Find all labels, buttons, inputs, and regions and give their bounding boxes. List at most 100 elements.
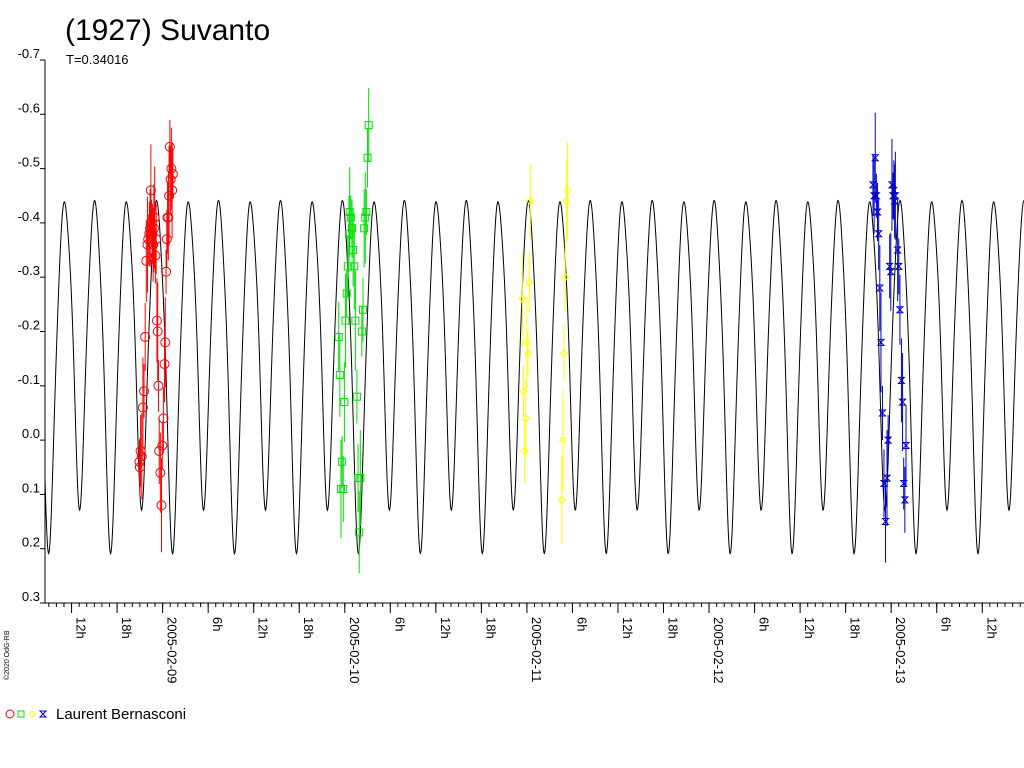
data-point — [141, 255, 152, 266]
data-point — [157, 440, 168, 451]
data-point — [166, 163, 177, 174]
data-point — [343, 262, 352, 271]
legend-marker — [28, 710, 36, 718]
data-point — [518, 294, 527, 304]
data-point — [149, 212, 160, 223]
data-point — [526, 196, 535, 206]
x-tick-label: 2005-02-10 — [347, 617, 362, 684]
data-point — [150, 250, 161, 261]
data-point — [559, 349, 569, 358]
x-tick-label: 18h — [301, 617, 316, 639]
data-point — [557, 495, 567, 505]
y-tick-label: -0.1 — [18, 372, 40, 387]
data-point — [521, 414, 530, 423]
x-tick-label: 2005-02-11 — [529, 617, 544, 683]
data-point — [356, 474, 365, 483]
data-point — [362, 208, 371, 217]
x-tick-label: 2005-02-13 — [893, 617, 908, 684]
data-point — [154, 445, 165, 456]
data-point — [137, 402, 148, 413]
data-point — [135, 445, 146, 456]
x-tick-label: 2005-02-09 — [165, 617, 180, 684]
data-point — [145, 185, 156, 196]
series-0 — [134, 119, 178, 553]
data-point — [139, 386, 150, 397]
legend-marker — [5, 709, 15, 719]
data-point — [891, 192, 900, 200]
data-point — [161, 266, 172, 277]
data-point — [345, 208, 354, 217]
data-point — [360, 224, 369, 233]
data-point — [561, 272, 570, 282]
data-point — [148, 223, 159, 234]
data-point — [871, 154, 880, 162]
data-point — [876, 338, 886, 346]
y-tick-label: -0.5 — [18, 155, 40, 170]
x-tick-label: 18h — [119, 617, 134, 639]
data-point — [364, 121, 373, 130]
data-point — [900, 496, 910, 504]
x-tick-label: 6h — [210, 617, 225, 631]
x-tick-label: 12h — [256, 617, 271, 639]
data-point — [355, 528, 364, 537]
data-point — [558, 435, 568, 445]
data-point — [878, 409, 887, 417]
legend-label: Laurent Bernasconi — [56, 706, 186, 723]
x-tick-label: 18h — [483, 617, 498, 639]
y-tick-label: -0.4 — [18, 209, 40, 224]
data-point — [351, 316, 360, 325]
x-tick-label: 12h — [438, 617, 453, 639]
data-point — [334, 332, 343, 341]
data-point — [523, 349, 533, 358]
x-tick-label: 2005-02-12 — [711, 617, 726, 684]
legend-marker — [38, 710, 48, 718]
data-point — [886, 268, 896, 276]
y-tick-label: 0.0 — [22, 426, 40, 441]
data-point — [164, 141, 175, 152]
data-point — [562, 196, 571, 206]
series-layer — [134, 88, 911, 574]
data-point — [160, 337, 171, 348]
data-point — [140, 331, 151, 342]
y-ticks: -0.7 -0.6 -0.5 -0.4 -0.3 -0.2 -0.1 0.0 0.1 0.2 0.3 — [18, 46, 45, 604]
y-tick-label: -0.2 — [18, 318, 40, 333]
y-tick-label: 0.3 — [22, 589, 40, 604]
data-point — [335, 370, 344, 379]
x-tick-label: 12h — [802, 617, 817, 639]
data-point — [522, 338, 532, 347]
data-point — [342, 289, 351, 298]
data-point — [167, 185, 178, 196]
data-point — [340, 398, 349, 407]
data-point — [874, 230, 883, 238]
data-point — [156, 500, 167, 511]
data-point — [524, 278, 534, 287]
data-point — [159, 359, 170, 370]
axes — [44, 60, 1024, 604]
data-point — [357, 327, 366, 336]
data-point — [167, 169, 178, 180]
model-curve — [44, 199, 1024, 556]
y-tick-label: -0.7 — [18, 46, 40, 61]
data-point — [875, 284, 885, 292]
x-tick-label: 12h — [620, 617, 635, 639]
data-point — [895, 306, 905, 314]
x-tick-label: 6h — [392, 617, 407, 631]
data-point — [158, 413, 169, 424]
data-point — [136, 451, 147, 462]
data-point — [153, 380, 164, 391]
data-point — [350, 262, 359, 271]
copyright-credit: ©2020 OdG-RB — [3, 630, 11, 680]
y-tick-label: 0.1 — [22, 480, 40, 495]
y-tick-label: 0.2 — [22, 535, 40, 550]
data-point — [363, 153, 372, 162]
y-tick-label: -0.3 — [18, 263, 40, 278]
data-point — [164, 190, 175, 201]
data-point — [341, 316, 350, 325]
legend-markers — [5, 709, 48, 719]
data-point — [349, 246, 358, 255]
data-point — [165, 174, 176, 185]
x-tick-label: 12h — [74, 617, 89, 639]
data-point — [352, 392, 361, 401]
legend-marker — [17, 710, 25, 718]
